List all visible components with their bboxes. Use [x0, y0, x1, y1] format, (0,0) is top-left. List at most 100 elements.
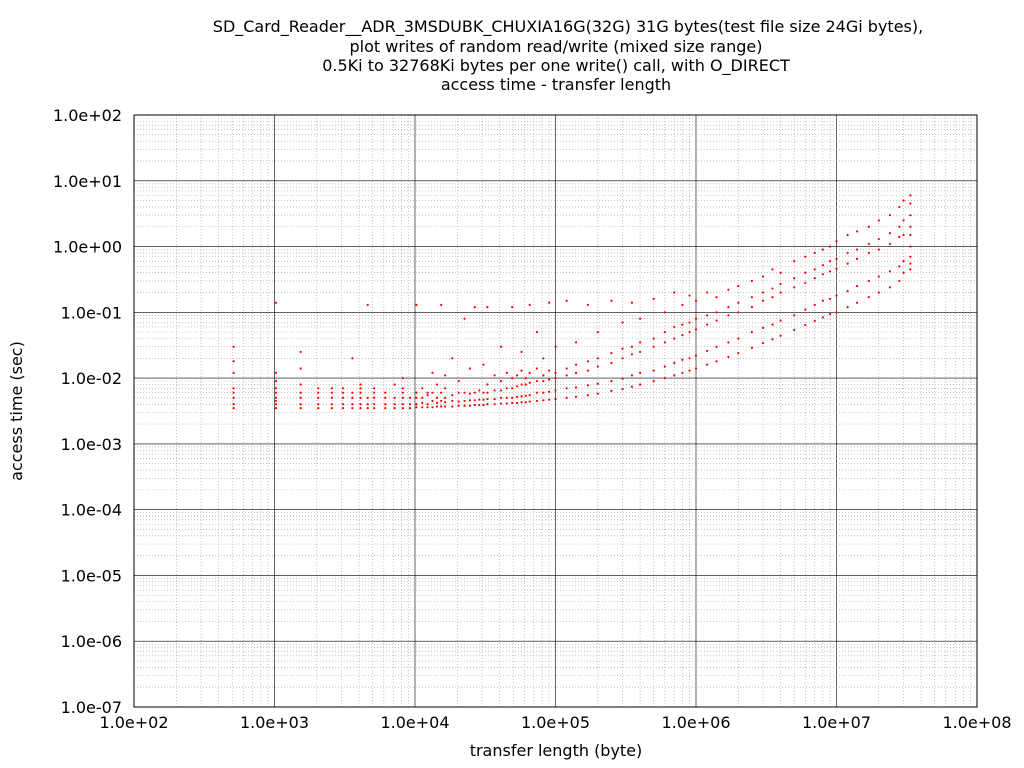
data-point: [457, 380, 460, 383]
data-point: [867, 225, 870, 228]
data-point: [341, 407, 345, 410]
data-point: [373, 396, 376, 400]
x-axis-label: transfer length (byte): [470, 741, 643, 760]
data-point: [771, 323, 774, 326]
data-point: [554, 389, 557, 392]
data-point: [813, 251, 816, 255]
data-point: [515, 395, 519, 398]
data-point: [359, 383, 362, 386]
data-point: [737, 311, 740, 314]
data-point: [548, 378, 551, 381]
data-point: [586, 369, 589, 372]
data-point: [813, 319, 816, 323]
data-point: [299, 383, 302, 386]
data-point: [299, 407, 302, 410]
data-point: [232, 396, 235, 400]
data-point: [681, 371, 684, 375]
data-point: [274, 399, 278, 403]
data-point: [473, 391, 476, 394]
data-point: [548, 369, 551, 372]
data-point: [232, 387, 235, 390]
data-point: [341, 403, 345, 406]
data-point: [630, 345, 634, 348]
data-point: [535, 380, 539, 383]
data-point: [586, 303, 589, 306]
data-point: [750, 331, 754, 334]
data-point: [373, 407, 376, 410]
data-point: [574, 363, 578, 366]
data-point: [681, 323, 684, 326]
data-point: [473, 306, 476, 309]
data-point: [673, 337, 676, 340]
data-point: [431, 371, 434, 375]
data-point: [846, 251, 849, 255]
data-point: [511, 306, 514, 309]
data-point: [415, 403, 418, 406]
data-point: [444, 374, 447, 377]
data-point: [528, 394, 531, 397]
data-point: [478, 398, 481, 401]
data-point: [821, 299, 824, 302]
data-point: [317, 396, 320, 400]
data-point: [565, 299, 568, 302]
data-point: [366, 407, 369, 410]
data-point: [793, 286, 796, 289]
data-point: [232, 371, 235, 375]
data-point: [565, 374, 568, 377]
data-point: [511, 401, 514, 404]
data-point: [610, 352, 613, 355]
data-point: [401, 403, 404, 406]
y-tick-label: 1.0e-06: [61, 632, 122, 651]
data-point: [771, 338, 774, 341]
data-point: [902, 219, 905, 222]
data-point: [888, 232, 892, 235]
data-point: [771, 296, 774, 299]
data-point: [232, 407, 235, 410]
data-point: [804, 281, 807, 285]
data-point: [440, 405, 443, 408]
data-point: [463, 404, 466, 407]
data-point: [493, 403, 496, 406]
data-point: [737, 337, 740, 340]
data-point: [351, 407, 354, 410]
data-point: [444, 387, 447, 390]
data-point: [330, 387, 333, 390]
data-point: [877, 219, 880, 222]
data-point: [554, 345, 557, 348]
data-point: [727, 314, 730, 317]
data-point: [511, 377, 514, 380]
data-point: [274, 407, 278, 410]
data-point: [468, 404, 471, 407]
data-point: [681, 334, 684, 337]
grid-lines: [134, 115, 977, 707]
data-point: [727, 355, 730, 359]
data-point: [473, 403, 476, 407]
data-point: [373, 391, 376, 394]
data-point: [565, 396, 568, 400]
data-point: [835, 311, 838, 314]
data-point: [681, 358, 684, 361]
data-point: [638, 371, 642, 375]
data-point: [415, 391, 418, 394]
data-point: [468, 367, 471, 370]
data-point: [330, 403, 333, 406]
data-point: [505, 387, 508, 390]
data-point: [426, 391, 429, 394]
data-point: [384, 407, 387, 410]
data-point: [351, 391, 354, 394]
y-tick-label: 1.0e-02: [61, 369, 122, 388]
data-point: [621, 388, 624, 391]
data-point: [813, 303, 816, 306]
data-point: [232, 403, 235, 406]
data-point: [846, 306, 849, 309]
data-point: [274, 396, 278, 400]
data-point: [528, 381, 531, 384]
data-point: [384, 396, 387, 400]
data-point: [274, 380, 278, 383]
data-point: [486, 391, 489, 394]
data-point: [663, 341, 666, 344]
data-point: [855, 301, 859, 304]
x-tick-label: 1.0e+08: [942, 713, 1011, 732]
data-point: [426, 406, 429, 409]
data-point: [520, 395, 523, 398]
